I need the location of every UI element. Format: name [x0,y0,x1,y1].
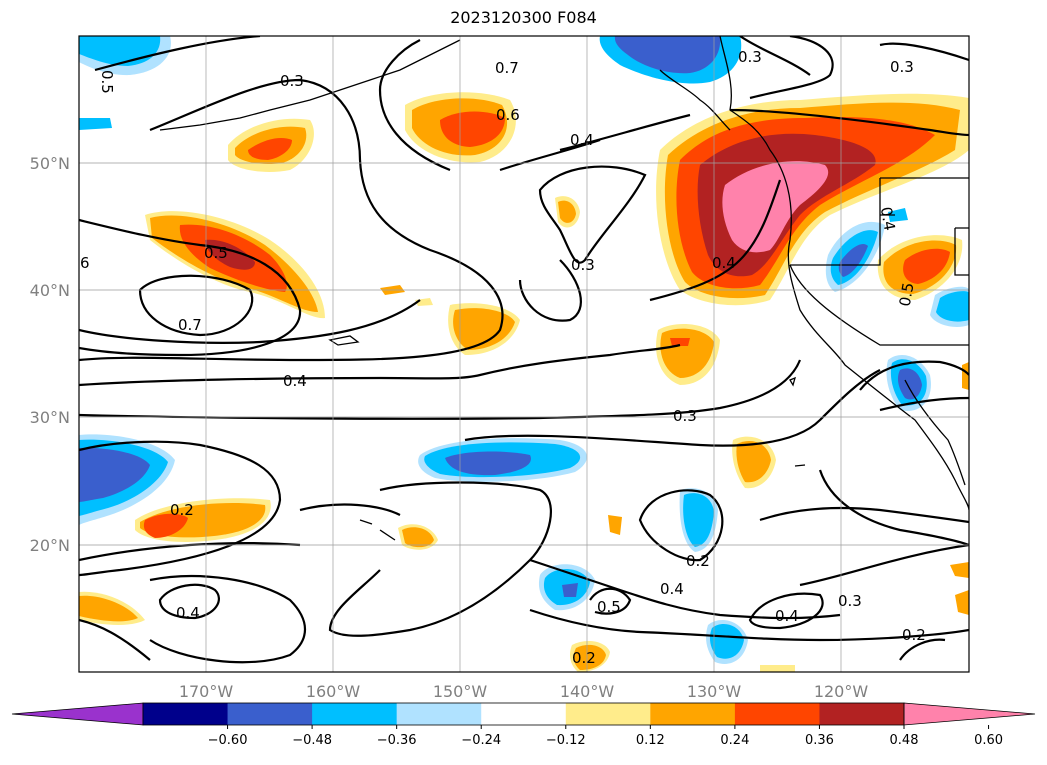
lat-tick-label: 20°N [30,536,70,555]
contour-label: 0.3 [673,407,697,425]
lon-tick-labels: 170°W 160°W 150°W 140°W 130°W 120°W [179,682,869,701]
colorbar-cell [396,703,482,725]
colorbar-tick-label: 0.60 [974,733,1003,748]
contour-label: 0.4 [570,131,594,149]
colorbar-tick-label: −0.24 [461,733,501,748]
lon-tick-label: 160°W [306,682,361,701]
contours [79,36,969,664]
contour-label: 0.3 [738,48,762,66]
map-title: 2023120300 F084 [450,8,597,27]
lon-tick-label: 140°W [560,682,615,701]
lon-tick-label: 120°W [814,682,869,701]
colorbar-cell [819,703,905,725]
contour-label: 0.2 [170,501,194,519]
colorbar-tick-label: −0.60 [208,733,248,748]
colorbar-cell [143,703,229,725]
colorbar-cell [312,703,398,725]
plot-frame [78,35,970,673]
contour-label: 0.5 [896,281,918,308]
lat-tick-label: 30°N [30,408,70,427]
contour-label: 0.4 [176,604,200,622]
colorbar-cell [565,703,651,725]
contour-labels: 0.3 0.7 0.6 0.4 0.3 0.3 0.5 6 0.7 0.4 0.… [80,48,926,667]
lon-tick-label: 150°W [433,682,488,701]
colorbar-tick-label: 0.12 [636,733,665,748]
contour-label: 0.5 [597,598,621,616]
lon-tick-label: 170°W [179,682,234,701]
contour-label: 0.5 [98,70,116,94]
colorbar-tick-label: 0.36 [805,733,834,748]
colorbar-cell [481,703,567,725]
contour-label: 6 [80,254,90,272]
coastlines [159,36,969,541]
contour-label: 0.4 [283,372,307,390]
contour-label: 0.7 [495,59,519,77]
contour-label: 0.2 [572,649,596,667]
colorbar-tick-label: −0.36 [377,733,417,748]
contour-label: 0.2 [902,626,926,644]
colorbar-tick-label: −0.48 [292,733,332,748]
contour-label: 0.6 [496,106,520,124]
shaded-field [79,36,969,672]
colorbar-tick-label: 0.24 [720,733,749,748]
contour-label: 0.4 [775,607,799,625]
colorbar-extend-low [11,702,144,726]
contour-label: 0.4 [660,580,684,598]
contour-label: 0.4 [877,205,899,232]
colorbar-frame [142,702,905,726]
lat-tick-labels: 50°N 40°N 30°N 20°N [30,154,70,555]
colorbar: −0.60 −0.48 −0.36 −0.24 −0.12 0.12 0.24 0.36 0.4… [11,702,1036,748]
colorbar-cell [734,703,820,725]
contour-label: 0.3 [838,592,862,610]
contour-label: 0.3 [890,58,914,76]
contour-label: 0.5 [204,244,228,262]
graticule [79,36,969,672]
colorbar-cell [227,703,313,725]
colorbar-extend-high [903,702,1036,726]
colorbar-tick-label: −0.12 [546,733,586,748]
lat-tick-label: 50°N [30,154,70,173]
lon-tick-label: 130°W [687,682,742,701]
lat-tick-label: 40°N [30,281,70,300]
contour-label: 0.2 [686,552,710,570]
contour-label: 0.4 [712,254,736,272]
colorbar-cell [650,703,736,725]
colorbar-tick-label: 0.48 [890,733,919,748]
contour-label: 0.3 [280,72,304,90]
contour-label: 0.3 [571,256,595,274]
contour-label: 0.7 [178,316,202,334]
